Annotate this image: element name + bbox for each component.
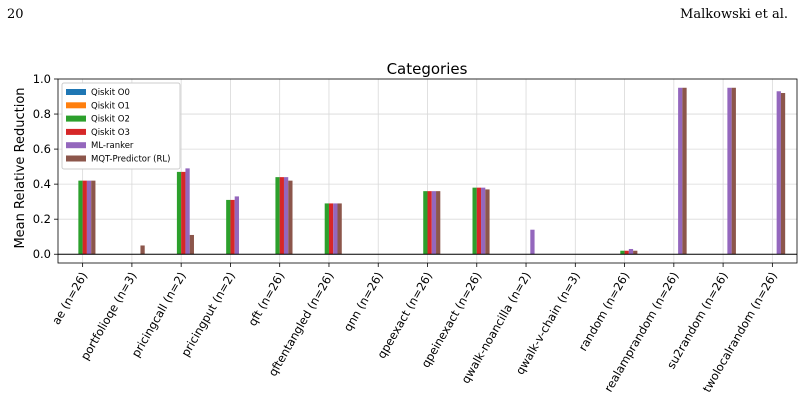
bar: [185, 168, 190, 255]
legend-label: MQT-Predictor (RL): [91, 155, 170, 165]
bar: [624, 250, 629, 255]
bar: [628, 248, 634, 255]
y-tick-label: 0.6: [33, 142, 51, 156]
bar: [423, 191, 428, 255]
x-tick-label: qnn (n=26): [341, 270, 386, 334]
x-axis-ticks: ae (n=26)portfolioqe (n=3)pricingcall (n…: [49, 263, 780, 395]
legend-label: Qiskit O0: [91, 88, 130, 98]
legend-label: ML-ranker: [91, 141, 134, 151]
bar: [181, 171, 186, 255]
bar: [230, 199, 235, 255]
legend-swatch: [66, 89, 86, 95]
legend-label: Qiskit O3: [91, 128, 130, 138]
bar: [226, 199, 231, 255]
legend-swatch: [66, 115, 86, 122]
bar: [727, 87, 732, 255]
legend-label: Qiskit O2: [91, 115, 130, 125]
legend-swatch: [66, 102, 86, 109]
bar: [476, 187, 482, 255]
legend-swatch: [66, 155, 86, 162]
y-tick-label: 0.0: [33, 247, 51, 261]
bar: [333, 203, 338, 255]
y-axis-label: Mean Relative Reduction: [13, 87, 28, 248]
legend-swatch: [66, 128, 86, 135]
x-tick-label: random (n=26): [576, 270, 633, 354]
x-tick-label: qft (n=26): [245, 270, 287, 329]
bar: [234, 196, 239, 255]
bar: [682, 87, 687, 255]
bar: [776, 91, 781, 255]
bar: [431, 191, 437, 255]
bar: [530, 229, 535, 255]
chart-title: Categories: [387, 60, 468, 78]
bar: [485, 189, 490, 255]
legend-swatch: [66, 142, 86, 149]
bar: [288, 180, 293, 255]
page-number: 20: [7, 7, 24, 22]
bar: [427, 191, 432, 255]
y-axis-ticks: 0.0 0.2 0.4 0.6 0.8 1.0: [33, 72, 58, 261]
bar: [472, 187, 477, 255]
legend-label: Qiskit O1: [91, 101, 130, 111]
bars: [78, 87, 786, 255]
bar: [678, 87, 683, 255]
x-tick-label: qpeexact (n=26): [374, 270, 435, 361]
y-tick-label: 0.2: [33, 212, 51, 226]
bar: [620, 250, 625, 255]
bar: [189, 234, 194, 255]
bar: [275, 177, 280, 255]
bar: [436, 191, 441, 255]
page-header: 20 Malkowski et al.: [0, 0, 801, 30]
bar: [780, 93, 786, 255]
bar: [279, 177, 284, 255]
bar: [324, 203, 329, 255]
y-tick-label: 0.4: [33, 177, 51, 191]
legend-box: [61, 82, 181, 170]
bar: [337, 203, 342, 255]
legend: Qiskit O0 Qiskit O1 Qiskit O2 Qiskit O3 ML-r…: [61, 82, 181, 170]
bar: [86, 180, 92, 255]
bar: [140, 245, 145, 255]
y-tick-label: 1.0: [33, 72, 51, 86]
bar: [176, 171, 182, 255]
bar: [731, 87, 736, 255]
bar: [633, 250, 638, 255]
bar: [78, 180, 83, 255]
bar: [283, 177, 289, 255]
bar: [91, 180, 96, 255]
bar: [82, 180, 87, 255]
bar: [481, 187, 486, 255]
running-head: Malkowski et al.: [680, 7, 788, 22]
x-tick-label: pricingcall (n=2): [129, 270, 189, 360]
x-tick-label: ae (n=26): [49, 270, 90, 328]
bar: [328, 203, 334, 255]
x-tick-label: pricingput (n=2): [178, 270, 238, 360]
y-tick-label: 0.8: [33, 107, 51, 121]
